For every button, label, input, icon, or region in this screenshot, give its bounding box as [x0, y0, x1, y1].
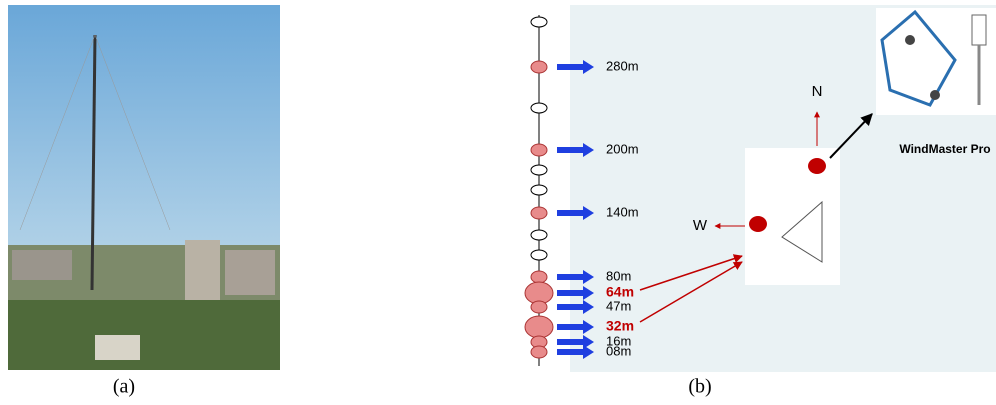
compass-label: N [812, 83, 823, 100]
sensor-marker [531, 346, 547, 358]
boom [531, 230, 547, 240]
instrument-photo [876, 8, 996, 115]
level-label: 47m [606, 298, 631, 313]
sensor-marker [531, 207, 547, 219]
photo [8, 5, 280, 370]
boom [531, 250, 547, 260]
boom [531, 103, 547, 113]
sensor-marker [531, 271, 547, 283]
sensor-marker [531, 144, 547, 156]
sensor-marker [525, 316, 553, 338]
boom [531, 165, 547, 175]
compass-label: W [693, 217, 708, 234]
level-label: 280m [606, 58, 639, 73]
level-label: 08m [606, 343, 631, 358]
caption: (b) [688, 376, 711, 398]
boom [531, 17, 547, 27]
level-label: 80m [606, 268, 631, 283]
sensor-dot [808, 158, 826, 174]
level-label: 140m [606, 204, 639, 219]
instrument-label: WindMaster Pro [899, 142, 990, 156]
boom [531, 185, 547, 195]
caption: (a) [113, 376, 135, 398]
sensor-marker [531, 61, 547, 73]
figure: (a) 280m200m140m80m64m47m32m16m08m N W W… [0, 0, 996, 400]
level-label: 32m [606, 318, 634, 334]
level-label: 64m [606, 284, 634, 300]
sensor-dot [749, 216, 767, 232]
sensor-marker [531, 301, 547, 313]
level-label: 200m [606, 141, 639, 156]
